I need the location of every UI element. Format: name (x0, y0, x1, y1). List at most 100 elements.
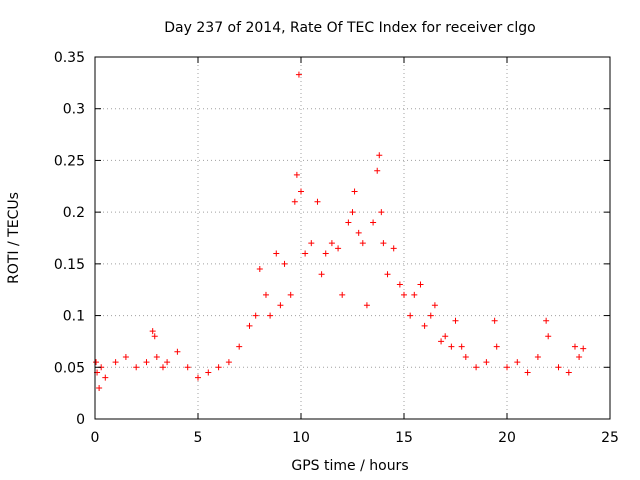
data-point (401, 291, 407, 298)
data-point (376, 152, 383, 159)
data-point (256, 266, 263, 273)
data-point (524, 369, 531, 376)
data-point (287, 291, 294, 298)
data-point (318, 271, 325, 278)
data-point (417, 281, 424, 288)
data-point (421, 322, 428, 329)
data-point (215, 364, 222, 371)
grid-layer (95, 57, 610, 419)
data-point (322, 250, 329, 257)
data-point (580, 345, 587, 352)
data-point (339, 291, 346, 298)
data-point (273, 250, 280, 257)
data-point (159, 364, 166, 371)
data-point (133, 364, 140, 371)
data-point (504, 364, 510, 371)
data-point (411, 291, 418, 298)
data-point (262, 291, 269, 298)
data-point (153, 353, 160, 360)
data-point (483, 359, 490, 366)
data-point (281, 260, 288, 267)
data-point (390, 245, 397, 252)
data-point (308, 240, 315, 247)
data-point (431, 302, 438, 309)
data-point (462, 353, 469, 360)
x-tick-label: 20 (498, 430, 516, 446)
data-point (370, 219, 377, 226)
data-point (184, 364, 191, 371)
data-point (448, 343, 455, 350)
data-point (491, 317, 498, 324)
y-tick-label: 0.15 (54, 257, 85, 273)
data-point (122, 353, 129, 360)
data-point (534, 353, 541, 360)
plot-frame (94, 56, 611, 420)
chart-title: Day 237 of 2014, Rate Of TEC Index for r… (164, 20, 535, 36)
data-point (298, 188, 304, 195)
data-point (295, 71, 302, 78)
data-point (151, 333, 158, 340)
data-point (380, 240, 387, 247)
y-tick-label: 0 (76, 412, 85, 428)
data-point (378, 209, 385, 216)
data-point (345, 219, 352, 226)
data-point (438, 338, 445, 345)
data-point (355, 229, 362, 236)
data-point (149, 328, 156, 335)
data-point (143, 359, 150, 366)
scatter-points (93, 71, 587, 391)
data-point (335, 245, 342, 252)
data-point (545, 333, 552, 340)
data-point (407, 312, 414, 319)
data-point (427, 312, 434, 319)
y-tick-label: 0.2 (63, 205, 85, 221)
data-point (102, 374, 109, 381)
data-point (174, 348, 181, 355)
x-tick-label: 10 (292, 430, 310, 446)
data-point (195, 374, 201, 381)
data-point (384, 271, 391, 278)
data-point (555, 364, 562, 371)
data-point (374, 167, 381, 174)
data-point (314, 198, 321, 205)
data-point (359, 240, 366, 247)
x-tick-label: 15 (395, 430, 413, 446)
y-tick-label: 0.25 (54, 153, 85, 169)
data-point (291, 198, 298, 205)
y-tick-label: 0.05 (54, 360, 85, 376)
data-point (543, 317, 550, 324)
y-tick-label: 0.1 (63, 309, 85, 325)
axis-ticks: 0 5 10 15 20 25 0 0.05 0.1 0.15 0.2 0.25 0.3 0.35 (54, 50, 619, 446)
data-point (328, 240, 335, 247)
data-point (493, 343, 500, 350)
data-point (277, 302, 284, 309)
data-point (565, 369, 572, 376)
data-point (93, 359, 100, 366)
data-point (473, 364, 480, 371)
data-point (576, 353, 583, 360)
x-tick-label: 25 (601, 430, 619, 446)
data-point (363, 302, 370, 309)
data-point (267, 312, 274, 319)
data-point (164, 359, 171, 366)
data-point (571, 343, 578, 350)
data-point (442, 333, 449, 340)
data-point (293, 171, 300, 178)
data-point (351, 188, 358, 195)
data-point (252, 312, 259, 319)
data-point (236, 343, 243, 350)
x-axis-label: GPS time / hours (291, 458, 408, 474)
data-point (225, 359, 232, 366)
data-point (396, 281, 403, 288)
y-tick-label: 0.3 (63, 102, 85, 118)
data-point (514, 359, 521, 366)
data-point (452, 317, 459, 324)
data-point (458, 343, 465, 350)
data-point (349, 209, 356, 216)
data-point (302, 250, 309, 257)
data-point (205, 369, 212, 376)
data-point (246, 322, 253, 329)
